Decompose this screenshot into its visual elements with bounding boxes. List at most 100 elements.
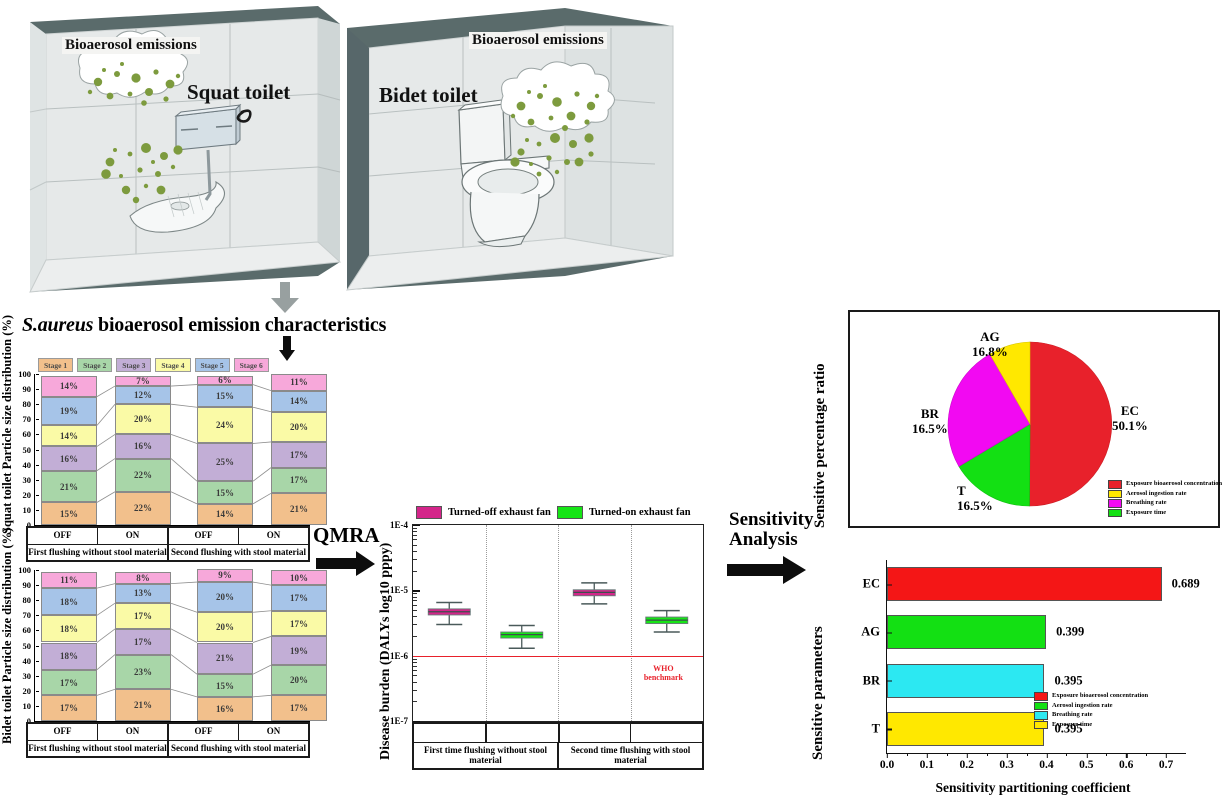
squat-segment: 12% — [115, 386, 171, 405]
bidet-ytick-50: 50 — [23, 641, 39, 651]
bidet-segment: 9% — [197, 568, 253, 583]
squat-ytick-80: 80 — [23, 399, 39, 409]
squat-room-drawing — [29, 6, 342, 293]
boxplot-minor-tick — [413, 544, 417, 546]
aerosol-cloud — [500, 61, 615, 132]
bidet-bar-column-3: 17% 20% 19% 17% 17% 10% — [271, 570, 327, 721]
squat-cat-on-1: ON — [98, 528, 169, 544]
bidet-bar-column-2: 16% 15% 21% 20% 20% 9% — [197, 568, 253, 721]
hbar-xtick-0.5: 0.5 — [1079, 753, 1094, 771]
hbar-legend-label-ag: Aerosol ingestion rate — [1052, 701, 1113, 709]
hbar-legend-row-br: Breathing rate — [1034, 711, 1148, 720]
legend-label-fan-off: Turned-off exhaust fan — [448, 507, 551, 518]
sensitivity-partitioning-chart: 0.689 EC 0.399 AG 0.395 BR 0.395 T 0.0 0.1 0.2 0.3 0… — [838, 552, 1228, 795]
bp-slot-1 — [414, 724, 487, 742]
pie-legend-swatch-br — [1108, 499, 1122, 508]
hbar-legend-row-ec: Exposure bioaerosol concentration — [1034, 692, 1148, 701]
bidet-segment: 20% — [197, 612, 253, 643]
squat-segment: 21% — [271, 493, 327, 525]
hbar-t — [887, 711, 1045, 746]
squat-plot-area: 0 10 20 30 40 50 60 70 80 90 100 15% 21% 16% 14% 19% 14%… — [18, 369, 327, 530]
squat-cat-off-1: OFF — [28, 528, 98, 544]
down-arrow-to-title — [271, 282, 299, 313]
hbar-xminor — [1026, 753, 1028, 756]
hbar-legend-swatch-ec — [1034, 692, 1048, 701]
stage-legend-squat: Stage 1 Stage 2 Stage 3 Stage 4 Stage 5 … — [38, 358, 269, 372]
pie-legend: Exposure bioaerosol concentration Aeroso… — [1108, 480, 1222, 517]
who-benchmark-line1: WHO — [653, 663, 674, 673]
boxplot-boxes — [427, 582, 689, 649]
boxplot-minor-tick — [413, 535, 417, 537]
qmra-right-arrow — [316, 551, 375, 576]
stage-chip-5: Stage 5 — [194, 358, 230, 372]
squat-segment: 22% — [115, 458, 171, 492]
sensitive-percentage-pie-panel: EC 50.1% AG 16.8% BR 16.5% T 16.5% Expos… — [848, 310, 1222, 528]
page-title: S.aureus bioaerosol emission characteris… — [22, 314, 386, 337]
bidet-cat-off-2: OFF — [169, 724, 239, 740]
bidet-ytick-10: 10 — [23, 701, 39, 711]
bidet-segment: 18% — [41, 615, 97, 643]
pie-legend-label-br: Breathing rate — [1126, 499, 1167, 506]
boxplot-minor-tick — [413, 600, 417, 602]
pie-label-ec-name: EC — [1120, 403, 1139, 418]
squat-category-table: OFF ON OFF ON First flushing without sto… — [26, 526, 310, 562]
hbar-legend-label-ec: Exposure bioaerosol concentration — [1052, 692, 1149, 699]
hbar-xminor — [906, 753, 908, 756]
hbar-value-ag: 0.399 — [1056, 624, 1085, 639]
bidet-segment: 15% — [197, 674, 253, 697]
pie-legend-label-t: Exposure time — [1126, 508, 1167, 516]
squat-segment: 24% — [197, 407, 253, 444]
hbar-legend-label-t: Exposure time — [1052, 720, 1093, 728]
hbar-legend-label-br: Breathing rate — [1052, 711, 1093, 718]
boxplot-minor-tick — [413, 670, 417, 672]
squat-ytick-60: 60 — [23, 429, 39, 439]
bp-slot-2 — [487, 724, 560, 742]
squat-ytick-20: 20 — [23, 490, 39, 500]
boxplot-legend: Turned-off exhaust fan Turned-on exhaust… — [416, 506, 691, 519]
boxplot-plot-area: 1E-4 1E-5 1E-6 1E-7 WHO benchmark — [390, 520, 704, 726]
stage-chip-6: Stage 6 — [233, 358, 269, 372]
pie-label-ag-pct: 16.8% — [972, 343, 1008, 359]
squat-ytick-90: 90 — [23, 384, 39, 394]
squat-ytick-50: 50 — [23, 445, 39, 455]
hbar-xtick-0.2: 0.2 — [960, 753, 974, 771]
bidet-segment: 21% — [197, 642, 253, 675]
pie-label-ec: EC 50.1% — [1112, 403, 1148, 433]
pie-legend-label-ag: Aerosol ingestion rate — [1126, 489, 1187, 497]
hbar-plot-area: 0.689 EC 0.399 AG 0.395 BR 0.395 T 0.0 0.1 0.2 0.3 0… — [861, 560, 1200, 771]
hbar-value-t: 0.395 — [1054, 721, 1083, 736]
hbar-ylabel: Sensitive parameters — [810, 626, 826, 760]
bidet-segment: 17% — [41, 695, 97, 721]
squat-ytick-70: 70 — [23, 414, 39, 424]
squat-bar-column-1: 22% 22% 16% 20% 12% 7% — [115, 374, 171, 525]
disease-burden-chart: Disease burden (DALYs log10 pppy) Turned… — [376, 506, 716, 774]
bidet-segment: 21% — [115, 689, 171, 721]
hbar-ag — [887, 615, 1047, 650]
sensitivity-analysis-label: Sensitivity Analysis — [729, 510, 813, 550]
bidet-segment: 17% — [115, 628, 171, 655]
bidet-group-1: First flushing without stool material — [28, 740, 169, 756]
bidet-segment: 23% — [115, 654, 171, 690]
hbar-xtick-0.1: 0.1 — [920, 753, 934, 771]
pie-legend-label-ec: Exposure bioaerosol concentration — [1126, 480, 1223, 487]
bidet-ytick-100: 100 — [18, 565, 39, 575]
squat-bar-column-0: 15% 21% 16% 14% 19% 14% — [41, 374, 97, 525]
hbar-xtick-0.0: 0.0 — [880, 753, 894, 771]
hbar-xminor — [1146, 753, 1148, 756]
hbar-legend: Exposure bioaerosol concentration Aeroso… — [1034, 692, 1148, 729]
bidet-ytick-40: 40 — [23, 656, 39, 666]
pie-label-br-name: BR — [920, 406, 939, 421]
pie-label-ec-pct: 50.1% — [1112, 417, 1148, 433]
down-arrow-to-chart — [279, 336, 295, 361]
stage-chip-3: Stage 3 — [116, 358, 152, 372]
boxplot-minor-tick — [413, 539, 417, 541]
bidet-segment: 11% — [41, 571, 97, 589]
bidet-room-drawing — [346, 8, 674, 291]
legend-swatch-fan-off — [416, 506, 442, 519]
squat-segment: 16% — [115, 434, 171, 459]
boxplot-gridline — [485, 525, 487, 721]
pie-label-br: BR 16.5% — [912, 406, 948, 436]
boxplot-ytick-1E-6: 1E-6 — [390, 650, 408, 661]
bidet-segment: 19% — [271, 636, 327, 666]
squat-toilet-illustration: Bioaerosol emissions Squat toilet — [18, 4, 348, 296]
